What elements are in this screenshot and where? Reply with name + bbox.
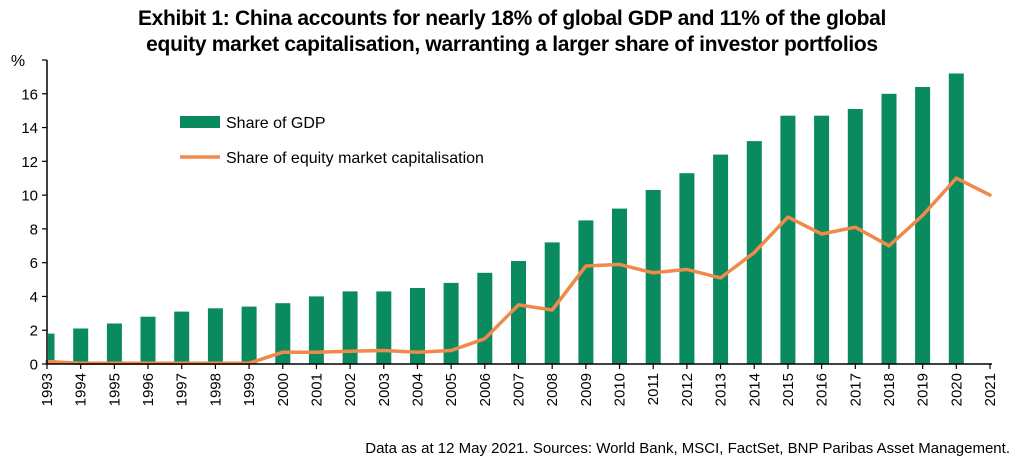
x-tick-label-2011: 2011 xyxy=(645,373,662,405)
gdp-bar-2010 xyxy=(612,208,627,364)
legend-gdp-swatch xyxy=(180,116,220,128)
x-tick-label-1998: 1998 xyxy=(207,373,224,406)
x-tick-label-2017: 2017 xyxy=(847,373,864,406)
gdp-bar-1995 xyxy=(106,323,122,364)
x-tick-label-2013: 2013 xyxy=(713,373,730,406)
gdp-bar-2004 xyxy=(410,288,425,364)
x-tick-label-2005: 2005 xyxy=(443,373,460,406)
x-tick-label-2012: 2012 xyxy=(679,373,696,406)
y-tick-label: 8 xyxy=(30,221,38,238)
x-tick-label-2007: 2007 xyxy=(511,373,528,406)
x-tick-label-2001: 2001 xyxy=(308,373,325,406)
gdp-bar-1996 xyxy=(140,316,156,364)
gdp-bar-2013 xyxy=(713,154,729,364)
gdp-bar-1997 xyxy=(174,311,190,364)
gdp-bar-2020 xyxy=(948,73,964,364)
gdp-bar-2015 xyxy=(780,115,796,364)
gdp-bar-2005 xyxy=(443,282,459,364)
x-tick-label-2004: 2004 xyxy=(410,373,427,406)
source-note: Data as at 12 May 2021. Sources: World B… xyxy=(365,440,1010,457)
chart-title: Exhibit 1: China accounts for nearly 18%… xyxy=(0,6,1024,58)
gdp-bar-2017 xyxy=(847,109,863,364)
chart-title-line-1: Exhibit 1: China accounts for nearly 18%… xyxy=(137,7,887,30)
x-tick-label-1999: 1999 xyxy=(241,373,258,406)
x-tick-label-2015: 2015 xyxy=(780,373,797,406)
gdp-bar-2018 xyxy=(881,93,897,365)
gdp-bar-2019 xyxy=(915,87,931,364)
gdp-bar-1994 xyxy=(73,328,89,364)
x-tick-label-1997: 1997 xyxy=(174,373,191,406)
x-tick-label-2020: 2020 xyxy=(948,373,965,406)
gdp-bar-1999 xyxy=(241,306,257,364)
x-tick-label-1993: 1993 xyxy=(39,373,56,406)
gdp-bar-2006 xyxy=(477,272,493,364)
x-tick-label-2003: 2003 xyxy=(376,373,393,406)
bars-layer xyxy=(48,73,964,365)
axes-layer: 0 2 4 6 8 10 12 14 16 1993 1994 1995 1996 1997 1998 199… xyxy=(21,59,999,406)
x-tick-label-2008: 2008 xyxy=(544,373,561,406)
gdp-bar-2016 xyxy=(814,115,830,364)
gdp-bar-2000 xyxy=(275,303,291,364)
x-tick-label-2009: 2009 xyxy=(578,373,595,406)
legend-equity-label: Share of equity market capitalisation xyxy=(226,150,484,167)
x-tick-label-1996: 1996 xyxy=(140,373,157,406)
gdp-bar-1998 xyxy=(207,308,223,364)
x-tick-label-2016: 2016 xyxy=(814,373,831,406)
y-tick-label: 10 xyxy=(21,188,38,205)
y-tick-label: 4 xyxy=(30,289,38,306)
y-tick-label: 16 xyxy=(21,86,38,103)
y-tick-label: 2 xyxy=(30,323,38,340)
x-tick-label-2018: 2018 xyxy=(881,373,898,406)
legend-gdp-label: Share of GDP xyxy=(226,115,326,132)
x-tick-label-2000: 2000 xyxy=(275,373,292,406)
x-tick-label-2006: 2006 xyxy=(477,373,494,406)
x-tick-label-2002: 2002 xyxy=(342,373,359,406)
legend: Share of GDP Share of equity market capit… xyxy=(180,115,484,167)
gdp-bar-2011 xyxy=(645,190,661,364)
x-tick-label-1994: 1994 xyxy=(73,373,90,406)
x-tick-label-2019: 2019 xyxy=(915,373,932,406)
x-tick-label-2014: 2014 xyxy=(746,373,763,406)
gdp-bar-2009 xyxy=(578,220,594,364)
x-tick-label-1995: 1995 xyxy=(106,373,123,406)
y-tick-label: 6 xyxy=(30,255,38,272)
gdp-bar-1993 xyxy=(48,333,55,364)
gdp-bar-2001 xyxy=(308,296,324,364)
gdp-bar-2008 xyxy=(544,242,560,364)
y-tick-label: 12 xyxy=(21,154,38,171)
gdp-bar-2007 xyxy=(511,261,526,364)
gdp-bar-2002 xyxy=(342,291,358,364)
x-tick-label-2010: 2010 xyxy=(612,373,629,406)
chart-title-line-2: equity market capitalisation, warranting… xyxy=(146,33,878,56)
x-tick-label-2021: 2021 xyxy=(982,373,999,406)
y-tick-label: 14 xyxy=(21,120,38,137)
gdp-bar-2003 xyxy=(376,291,392,364)
y-tick-label: 0 xyxy=(30,357,38,374)
y-axis-unit-label: % xyxy=(11,53,25,70)
